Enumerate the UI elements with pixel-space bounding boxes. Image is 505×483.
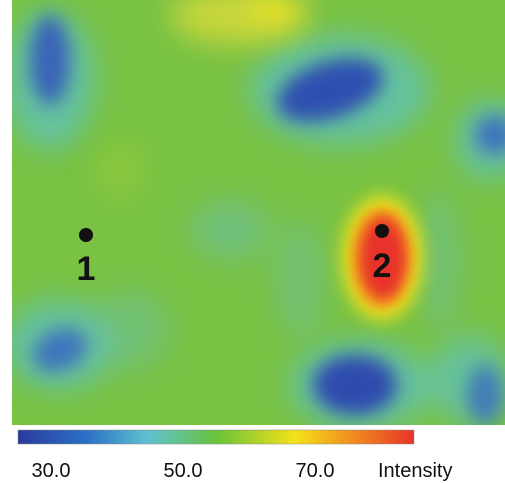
colorbar-gradient — [17, 429, 415, 445]
colorbar-tick-label-0: 30.0 — [32, 460, 71, 482]
marker-2-dot — [375, 224, 389, 238]
colorbar-ticks: 30.0 50.0 70.0 — [32, 460, 335, 482]
marker-1-dot — [79, 228, 93, 242]
heatmap-plot-area — [12, 0, 505, 425]
marker-2-label: 2 — [373, 247, 392, 285]
yellow-warm-region — [95, 0, 310, 200]
colorbar-axis-label: Intensity — [378, 460, 452, 482]
colorbar: 30.0 50.0 70.0 Intensity — [17, 429, 452, 482]
marker-1: 1 — [77, 228, 96, 288]
cyan-halos — [12, 10, 505, 425]
blue-low-regions — [30, 15, 505, 425]
marker-1-label: 1 — [77, 250, 96, 288]
colorbar-tick-label-2: 70.0 — [296, 460, 335, 482]
marker-2: 2 — [373, 224, 392, 285]
hotspot-region — [342, 196, 422, 320]
colorbar-tick-label-1: 50.0 — [164, 460, 203, 482]
